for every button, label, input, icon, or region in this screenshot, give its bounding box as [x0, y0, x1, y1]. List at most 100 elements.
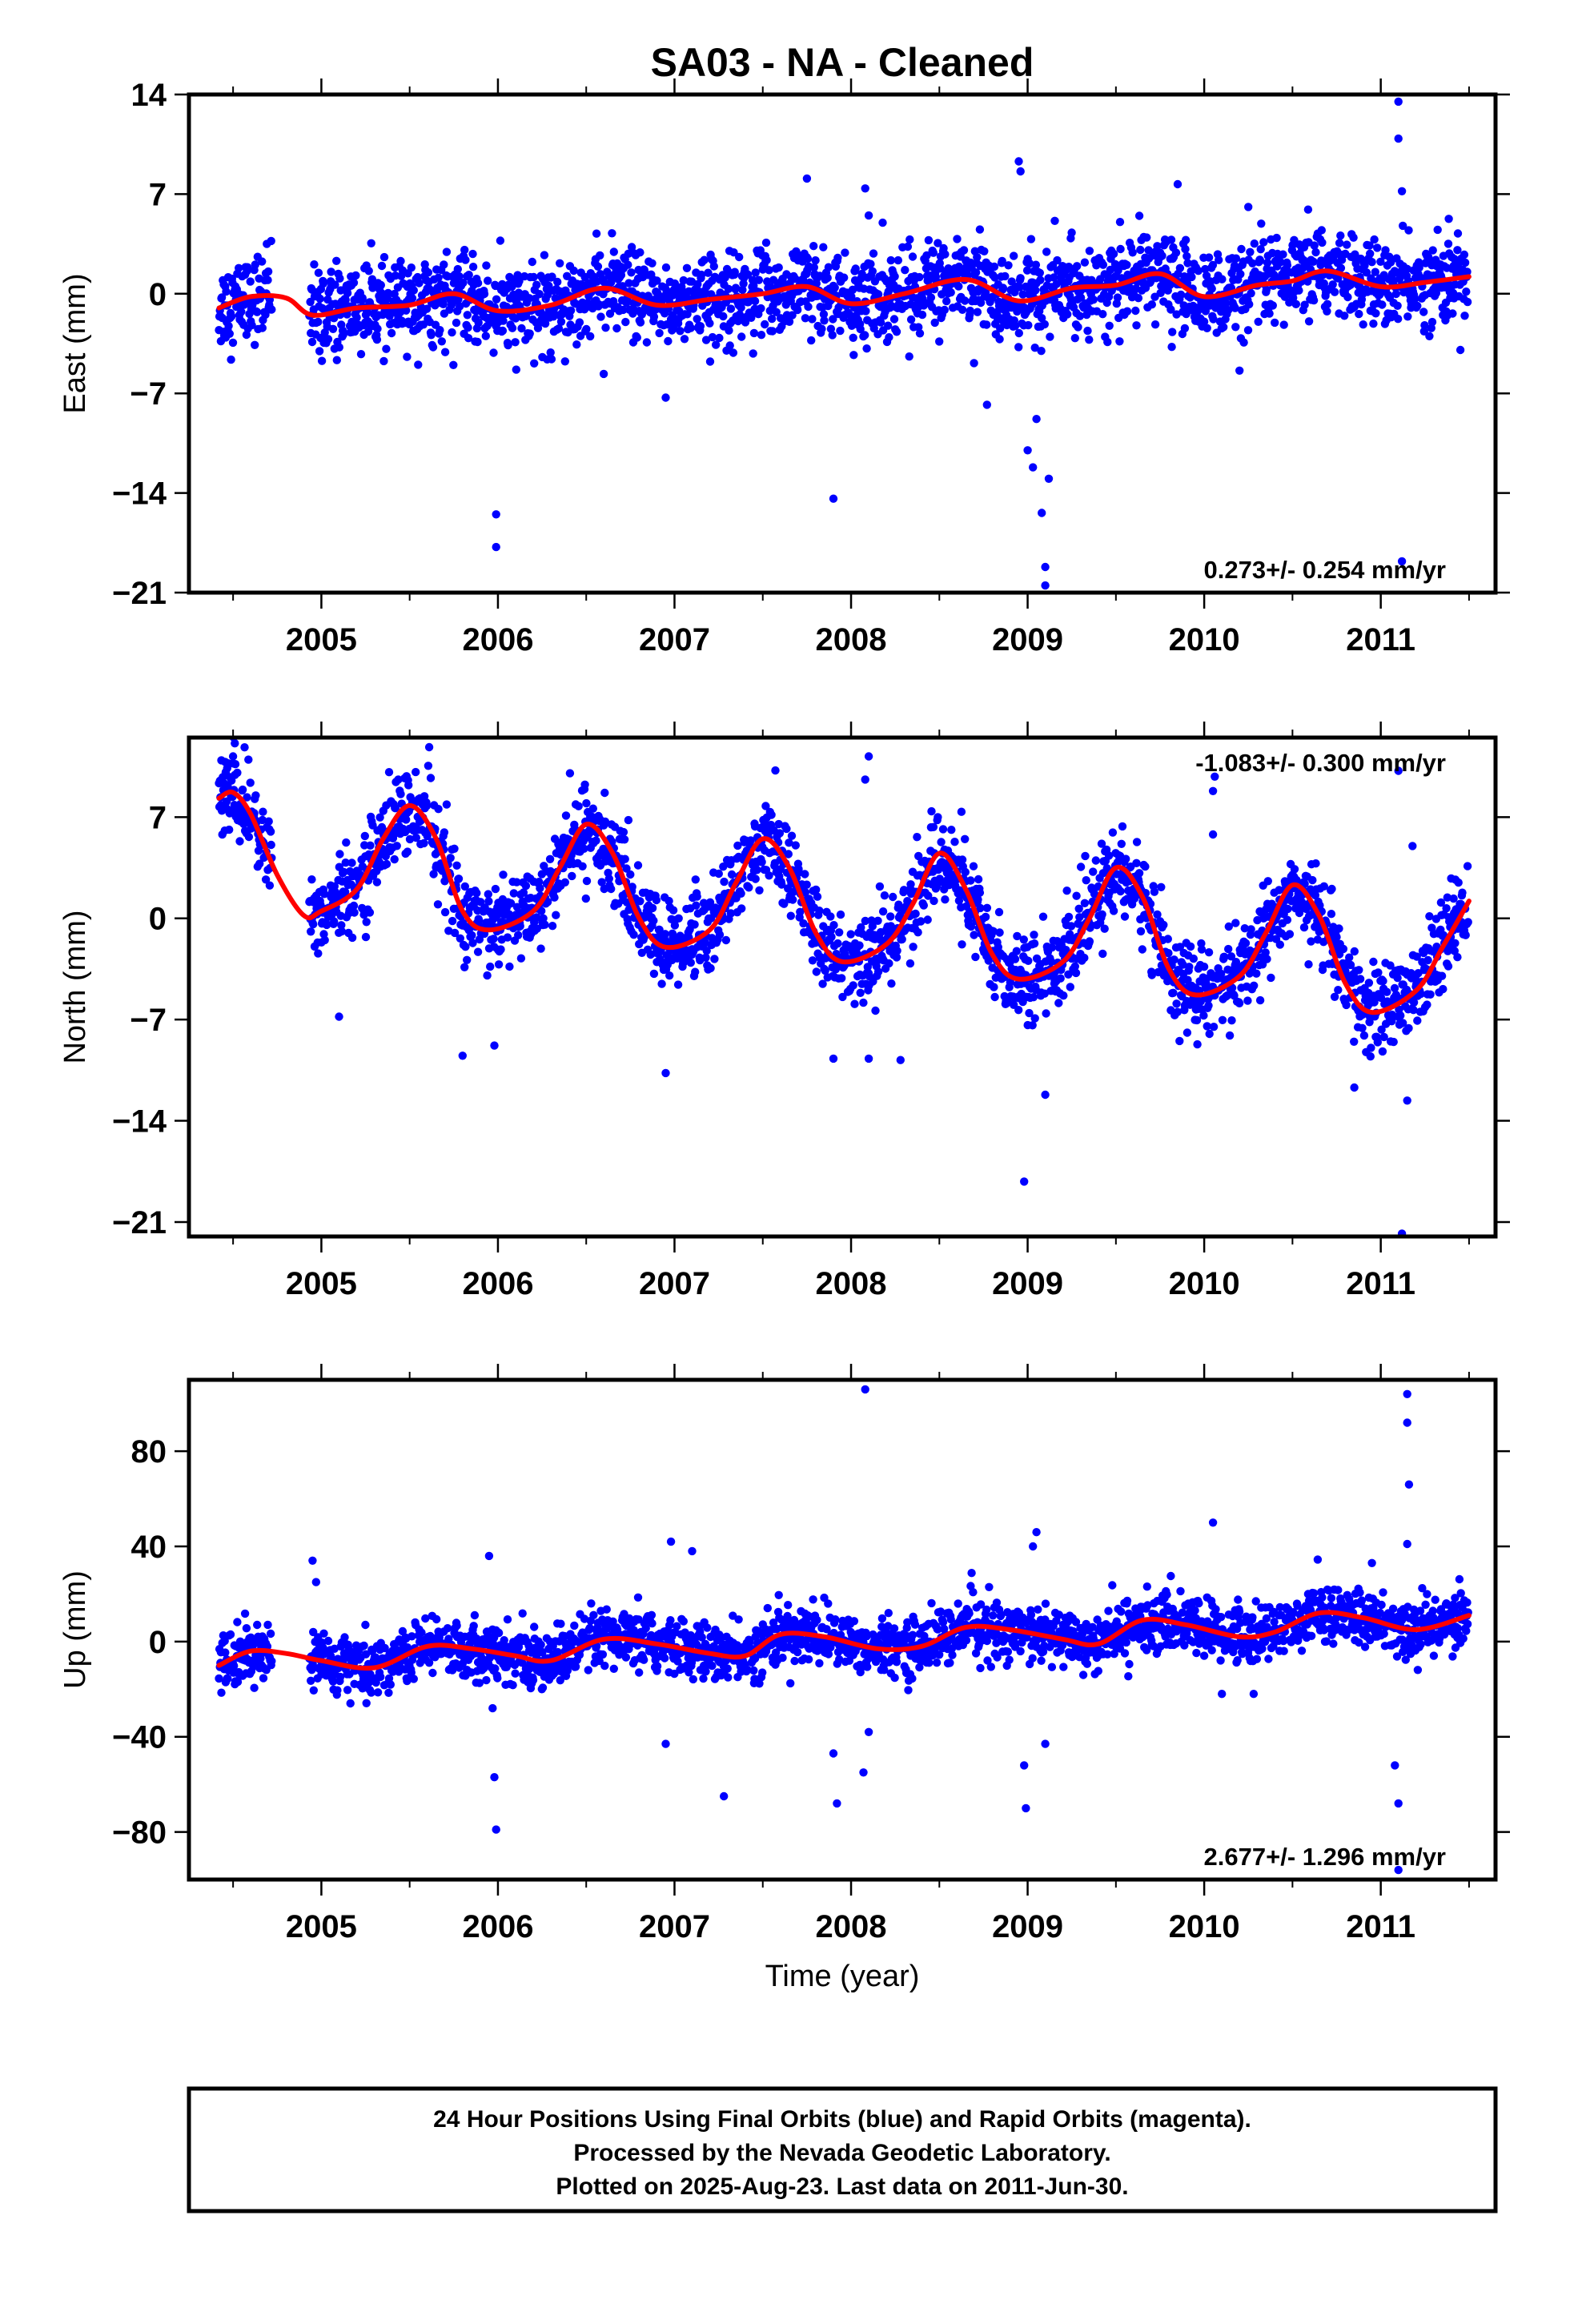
data-point [472, 889, 481, 898]
data-point [360, 831, 369, 841]
data-point [1458, 888, 1467, 897]
data-point [263, 275, 272, 284]
data-point [383, 288, 392, 298]
data-point [434, 805, 443, 814]
data-point [1371, 309, 1380, 318]
data-point [596, 312, 605, 321]
data-point [1080, 899, 1090, 908]
data-point [1436, 898, 1446, 907]
data-point [368, 283, 377, 292]
data-point [600, 817, 610, 826]
data-point [1158, 251, 1166, 260]
data-point [1464, 918, 1472, 927]
data-point [340, 887, 350, 897]
data-point [1409, 1006, 1418, 1015]
data-point [366, 841, 375, 850]
data-point [1366, 249, 1375, 258]
data-point [347, 933, 357, 943]
data-point [1105, 321, 1114, 330]
data-point [1463, 297, 1472, 307]
data-point [917, 310, 927, 320]
data-point [1425, 912, 1434, 921]
data-point [737, 332, 746, 341]
data-point [1336, 263, 1346, 272]
data-point [1377, 1025, 1386, 1034]
outlier-point [1041, 581, 1050, 590]
x-tick-label: 2006 [462, 1909, 533, 1944]
data-point [710, 955, 719, 963]
data-point [265, 881, 275, 890]
data-point [1199, 317, 1209, 326]
data-point [628, 883, 636, 891]
data-point [1075, 913, 1084, 922]
data-point [508, 324, 517, 332]
data-point [1381, 246, 1390, 255]
data-point [868, 267, 877, 275]
data-point [648, 903, 657, 913]
data-point [1201, 264, 1210, 274]
data-point [358, 294, 367, 303]
data-point [548, 922, 557, 931]
data-point [1248, 259, 1257, 267]
data-point [1013, 931, 1022, 941]
data-point [224, 321, 233, 331]
data-point [726, 304, 736, 313]
data-point [572, 340, 581, 349]
data-point [233, 1678, 243, 1687]
data-point [372, 878, 382, 887]
data-point [995, 928, 1004, 937]
data-point [829, 921, 838, 930]
data-point [1450, 947, 1460, 955]
data-point [1428, 246, 1437, 255]
data-point [539, 914, 548, 923]
data-point [801, 870, 809, 879]
data-point [1224, 922, 1234, 931]
data-point [802, 880, 811, 889]
outlier-point [1397, 187, 1407, 195]
data-point [913, 928, 922, 937]
data-point [771, 766, 780, 775]
data-point [1355, 309, 1363, 319]
data-point [757, 331, 766, 340]
data-point [774, 819, 783, 829]
data-point [785, 317, 794, 326]
data-point [885, 333, 893, 342]
data-point [1426, 990, 1435, 999]
data-point [786, 911, 795, 920]
data-point [460, 882, 469, 891]
x-tick-label: 2009 [992, 1266, 1063, 1301]
data-point [812, 967, 821, 976]
data-point [403, 847, 412, 856]
data-point [1222, 299, 1231, 308]
data-point [554, 324, 564, 333]
data-point [521, 881, 531, 891]
data-point [1463, 267, 1472, 276]
y-tick-label: 80 [131, 1434, 167, 1470]
data-point [1334, 986, 1343, 995]
data-point [356, 350, 366, 359]
data-point [402, 815, 411, 824]
data-point [391, 803, 400, 813]
data-point [1150, 887, 1159, 896]
data-point [819, 243, 828, 251]
data-point [233, 768, 242, 778]
data-point [1218, 1015, 1227, 1025]
data-point [1423, 955, 1432, 965]
y-axis-label: North (mm) [58, 910, 92, 1063]
outlier-point [1394, 97, 1403, 107]
data-point [1283, 915, 1292, 924]
data-point [714, 869, 723, 879]
data-point [1153, 242, 1162, 251]
data-point [1185, 963, 1194, 971]
data-point [966, 922, 976, 931]
chart-title: SA03 - NA - Cleaned [651, 40, 1034, 85]
data-point [1279, 320, 1288, 329]
data-point [1231, 919, 1240, 927]
data-point [592, 836, 600, 845]
data-point [315, 294, 324, 304]
data-point [726, 909, 736, 918]
data-point [515, 276, 524, 286]
data-point [1227, 1016, 1236, 1025]
data-point [1367, 1043, 1375, 1052]
data-point [1272, 233, 1281, 243]
